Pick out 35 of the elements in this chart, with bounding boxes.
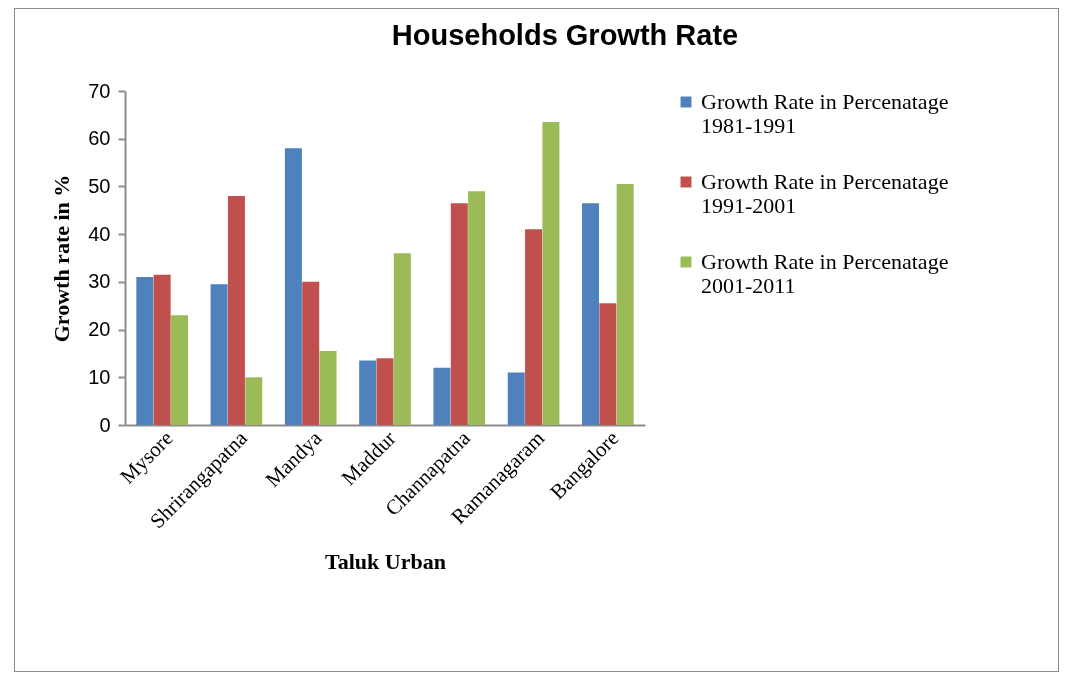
bar [153, 274, 171, 425]
y-tick-label: 10 [88, 365, 111, 388]
y-tick-label: 60 [88, 127, 111, 150]
legend-label: Growth Rate in Percenatage 1991-2001 [701, 169, 949, 218]
bar [525, 229, 543, 425]
x-axis-title: Taluk Urban [325, 549, 446, 575]
bar [393, 253, 411, 425]
bar [227, 195, 245, 425]
bar [507, 372, 525, 425]
y-tick-label: 40 [88, 222, 111, 245]
y-tick-label: 50 [88, 174, 111, 197]
bar [302, 281, 320, 425]
y-tick-label: 70 [88, 79, 111, 102]
bar [468, 191, 486, 425]
bar [582, 203, 600, 425]
bar [616, 184, 634, 425]
y-tick-label: 0 [99, 413, 111, 436]
bar [450, 203, 468, 425]
legend-label: Growth Rate in Percenatage 2001-2011 [701, 249, 949, 298]
bar [170, 315, 188, 425]
bar [245, 377, 263, 425]
bar [284, 148, 302, 425]
y-tick-label: 20 [88, 318, 111, 341]
legend-label: Growth Rate in Percenatage 1981-1991 [701, 89, 949, 138]
y-axis-title: Growth rate in % [49, 174, 75, 343]
chart-title: Households Growth Rate [391, 19, 739, 51]
y-tick-label: 30 [88, 270, 111, 293]
bar [599, 303, 617, 425]
bar [210, 284, 228, 425]
bar [319, 351, 337, 425]
bar [542, 122, 560, 425]
bar [136, 277, 154, 425]
bar [376, 358, 394, 425]
bar [359, 360, 377, 425]
bar [433, 367, 451, 425]
